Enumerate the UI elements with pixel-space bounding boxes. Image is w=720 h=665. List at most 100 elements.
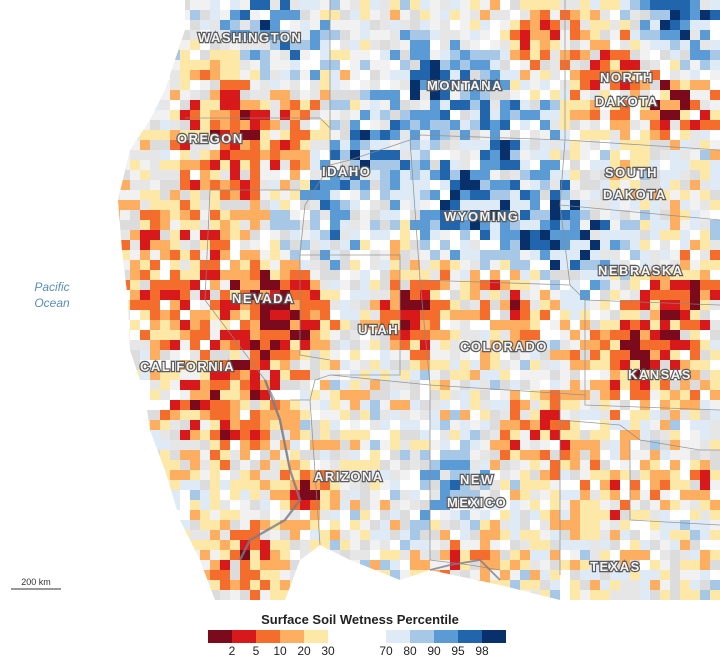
soil-pixel: [480, 470, 490, 480]
soil-pixel: [150, 220, 160, 230]
soil-pixel: [690, 140, 700, 150]
soil-pixel: [610, 60, 620, 70]
soil-pixel: [500, 550, 510, 560]
soil-pixel: [270, 370, 280, 380]
soil-pixel: [390, 60, 400, 70]
soil-pixel: [620, 460, 630, 470]
soil-pixel: [550, 110, 560, 120]
soil-pixel: [260, 330, 270, 340]
soil-pixel: [220, 60, 230, 70]
soil-pixel: [710, 370, 720, 380]
soil-pixel: [540, 340, 550, 350]
soil-pixel: [710, 240, 720, 250]
soil-pixel: [700, 100, 710, 110]
soil-pixel: [560, 550, 570, 560]
soil-pixel: [670, 60, 680, 70]
soil-pixel: [640, 110, 650, 120]
soil-pixel: [250, 220, 260, 230]
soil-pixel: [270, 480, 280, 490]
soil-pixel: [430, 50, 440, 60]
soil-pixel: [610, 290, 620, 300]
soil-pixel: [450, 240, 460, 250]
soil-pixel: [630, 170, 640, 180]
soil-pixel: [480, 460, 490, 470]
soil-pixel: [330, 80, 340, 90]
soil-pixel: [550, 380, 560, 390]
soil-pixel: [130, 340, 140, 350]
soil-pixel: [200, 170, 210, 180]
soil-pixel: [670, 160, 680, 170]
soil-pixel: [200, 160, 210, 170]
soil-pixel: [620, 380, 630, 390]
soil-pixel: [540, 200, 550, 210]
soil-pixel: [320, 0, 330, 10]
soil-pixel: [690, 320, 700, 330]
soil-pixel: [710, 190, 720, 200]
soil-pixel: [630, 250, 640, 260]
soil-pixel: [180, 70, 190, 80]
soil-pixel: [380, 70, 390, 80]
soil-pixel: [690, 390, 700, 400]
soil-pixel: [660, 80, 670, 90]
soil-pixel: [240, 100, 250, 110]
soil-pixel: [240, 220, 250, 230]
soil-pixel: [620, 50, 630, 60]
soil-pixel: [560, 220, 570, 230]
soil-pixel: [610, 240, 620, 250]
soil-pixel: [680, 80, 690, 90]
soil-pixel: [690, 310, 700, 320]
soil-pixel: [470, 230, 480, 240]
soil-pixel: [620, 170, 630, 180]
soil-pixel: [650, 280, 660, 290]
soil-pixel: [370, 40, 380, 50]
soil-pixel: [550, 120, 560, 130]
soil-pixel: [420, 540, 430, 550]
soil-pixel: [460, 160, 470, 170]
soil-pixel: [170, 330, 180, 340]
soil-pixel: [230, 310, 240, 320]
soil-pixel: [320, 90, 330, 100]
soil-pixel: [150, 400, 160, 410]
soil-pixel: [630, 230, 640, 240]
soil-pixel: [490, 490, 500, 500]
soil-pixel: [460, 150, 470, 160]
soil-pixel: [310, 200, 320, 210]
soil-pixel: [170, 120, 180, 130]
soil-pixel: [160, 290, 170, 300]
soil-pixel: [130, 280, 140, 290]
soil-pixel: [440, 200, 450, 210]
soil-pixel: [220, 240, 230, 250]
soil-pixel: [430, 230, 440, 240]
soil-pixel: [330, 140, 340, 150]
soil-pixel: [650, 30, 660, 40]
soil-pixel: [270, 470, 280, 480]
soil-pixel: [220, 470, 230, 480]
soil-pixel: [580, 250, 590, 260]
soil-pixel: [690, 450, 700, 460]
soil-pixel: [490, 20, 500, 30]
soil-pixel: [200, 460, 210, 470]
soil-pixel: [400, 320, 410, 330]
soil-pixel: [510, 500, 520, 510]
soil-pixel: [310, 210, 320, 220]
soil-pixel: [500, 60, 510, 70]
soil-pixel: [670, 480, 680, 490]
soil-pixel: [350, 260, 360, 270]
soil-pixel: [570, 170, 580, 180]
soil-pixel: [380, 100, 390, 110]
soil-pixel: [690, 430, 700, 440]
soil-pixel: [630, 60, 640, 70]
soil-pixel: [470, 470, 480, 480]
soil-pixel: [680, 450, 690, 460]
soil-pixel: [530, 330, 540, 340]
soil-pixel: [710, 350, 720, 360]
soil-pixel: [150, 420, 160, 430]
soil-pixel: [400, 260, 410, 270]
soil-pixel: [610, 110, 620, 120]
soil-pixel: [490, 240, 500, 250]
soil-pixel: [460, 490, 470, 500]
soil-pixel: [520, 290, 530, 300]
soil-pixel: [290, 320, 300, 330]
soil-pixel: [640, 160, 650, 170]
soil-pixel: [250, 340, 260, 350]
